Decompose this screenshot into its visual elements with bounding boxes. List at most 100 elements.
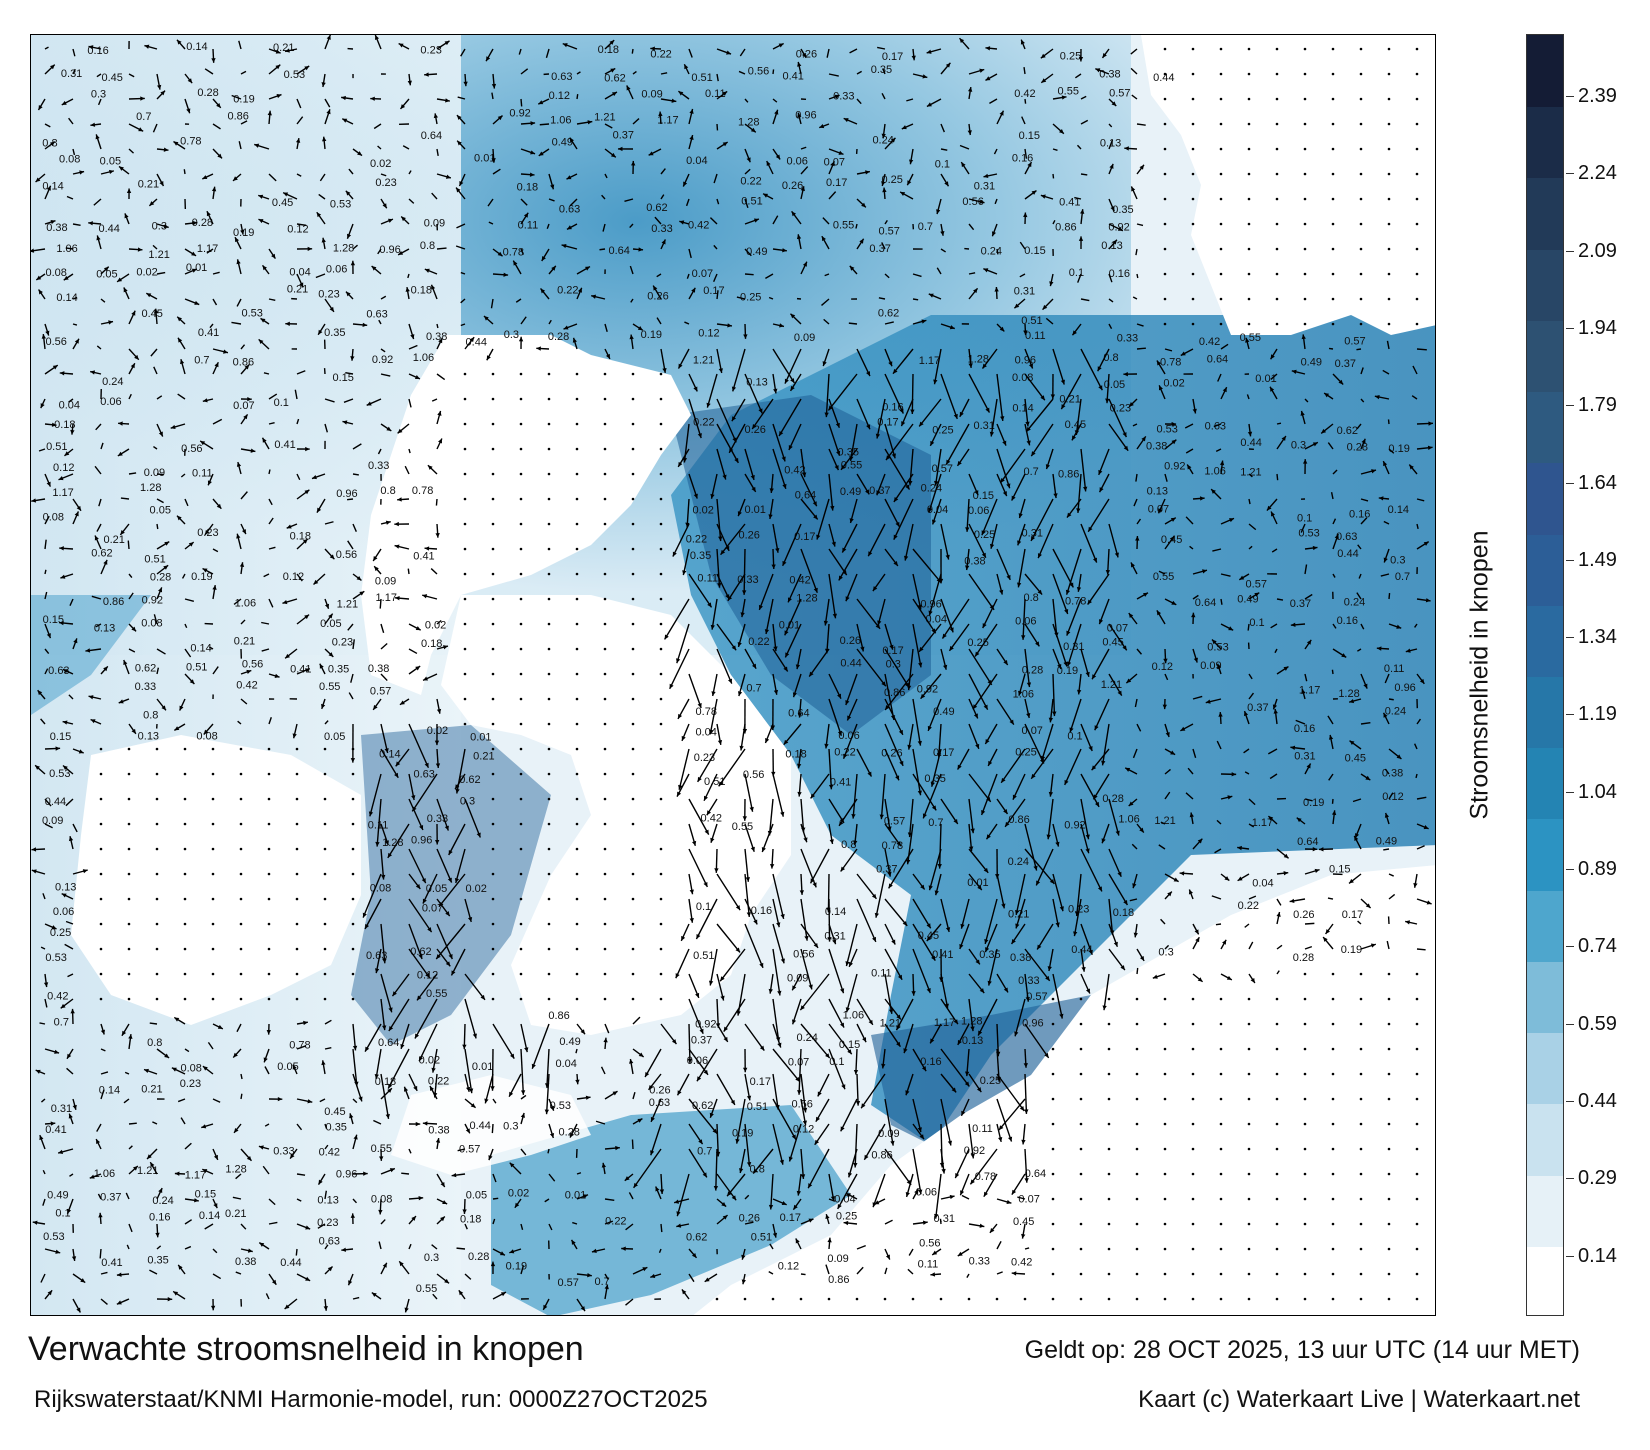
current-arrowhead [415,666,421,671]
current-arrow [152,123,158,133]
speed-label: 0.02 [692,504,713,516]
land-grid-dot [267,997,271,1001]
land-grid-dot [491,497,495,501]
current-arrow [908,798,914,838]
current-arrowhead [58,1149,64,1154]
current-arrow [209,323,214,329]
current-arrowhead [1312,442,1318,447]
current-arrow [460,298,466,304]
speed-label: 0.42 [47,991,68,1003]
current-arrow [1248,498,1251,505]
land-grid-dot [463,697,467,701]
current-arrowhead [718,781,724,787]
deep-water-south [351,725,551,1045]
land-grid-dot [1219,1072,1223,1076]
current-arrowhead [431,1067,436,1073]
current-arrow [1077,473,1082,513]
current-arrow [436,619,442,625]
current-arrowhead [124,213,129,219]
current-arrow [492,1218,496,1225]
current-arrowhead [544,1109,550,1115]
current-arrowhead [985,407,990,413]
current-arrowhead [45,330,50,336]
current-arrowhead [689,135,694,140]
current-arrowhead [1376,646,1382,651]
current-arrow [380,173,387,177]
current-arrow [128,1145,133,1150]
current-arrowhead [74,338,79,344]
speed-label: 0.56 [45,336,66,348]
speed-label: 0.17 [1342,909,1363,921]
current-arrow [840,848,858,872]
current-arrow [369,773,382,817]
current-arrowhead [164,1053,170,1058]
land-grid-dot [183,897,187,901]
current-arrow [520,198,528,206]
land-grid-dot [1191,1022,1195,1026]
colorbar-step [1527,960,1563,1034]
current-arrow [697,748,718,783]
current-arrow [918,623,942,653]
speed-label: 0.7 [194,354,209,366]
land-small-island [391,1075,591,1175]
current-arrowhead [411,795,416,800]
current-arrow [800,1023,831,1059]
current-arrowhead [1003,660,1008,665]
current-arrow [1248,798,1256,806]
land-grid-dot [1107,1172,1111,1176]
current-arrow [784,623,802,658]
current-arrowhead [373,704,378,710]
land-grid-dot [463,672,467,676]
current-arrow [1248,692,1255,700]
current-arrow [1080,923,1093,955]
current-arrowhead [358,1096,363,1102]
current-arrow [872,1173,886,1208]
current-arrow [604,1273,609,1281]
current-arrowhead [1247,431,1253,437]
land-grid-dot [1415,172,1419,176]
land-grid-dot [547,597,551,601]
current-arrowhead [837,730,842,736]
current-arrowhead [877,620,882,626]
current-arrow [1357,648,1362,652]
speed-label: 0.06 [838,730,859,742]
current-arrow [884,273,890,279]
land-grid-dot [295,922,299,926]
current-arrowhead [780,811,785,817]
current-arrowhead [723,1026,729,1032]
speed-label: 0.57 [370,685,391,697]
current-arrow [1360,517,1368,525]
current-arrowhead [721,1202,727,1207]
speed-label: 0.44 [1240,437,1261,449]
current-map[interactable]: 0.16 0.14 0.21 0.23 0.18 0.22 0.26 0.17 0.25 0.31… [30,34,1436,1316]
land-grid-dot [1163,1122,1167,1126]
current-arrowhead [202,1066,208,1071]
current-arrowhead [462,1044,467,1050]
speed-label: 0.24 [872,135,893,147]
current-arrowhead [179,705,184,711]
current-arrowhead [499,1251,505,1256]
current-arrow [44,569,47,575]
current-arrowhead [1026,426,1031,432]
land-grid-dot [1107,1247,1111,1251]
current-arrowhead [1312,545,1318,551]
current-arrowhead [723,1036,728,1042]
current-arrow [1360,623,1365,630]
speed-label: 1.06 [1013,688,1034,700]
current-arrowhead [1133,932,1138,938]
current-arrow [716,198,720,205]
speed-label: 0.16 [920,1056,941,1068]
current-arrow [994,198,998,205]
colorbar-tick-mark [1566,791,1574,793]
land-grid-dot [239,922,243,926]
current-arrow [72,48,76,57]
land-grid-dot [1051,1197,1055,1201]
colorbar-tick-mark [1566,559,1574,561]
current-arrowhead [838,575,843,581]
current-arrowhead [981,530,986,536]
current-arrow [884,1219,893,1225]
land-grid-dot [491,822,495,826]
speed-label: 0.12 [53,462,74,474]
current-arrowhead [436,954,441,960]
speed-label: 0.7 [1023,466,1038,478]
